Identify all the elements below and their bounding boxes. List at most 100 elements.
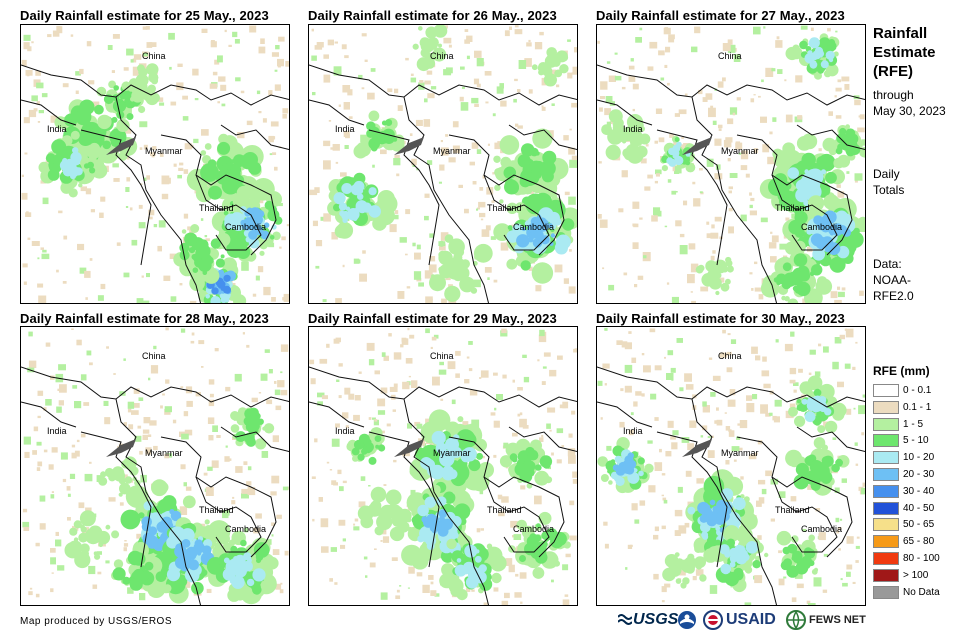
- rain-cell: [506, 258, 518, 270]
- rain-cell: [137, 64, 145, 73]
- rain-cell: [285, 61, 289, 67]
- rain-cell: [665, 451, 672, 457]
- rain-cell: [835, 147, 843, 155]
- rain-cell: [372, 164, 375, 168]
- rain-cell: [729, 389, 736, 396]
- rain-cell: [628, 76, 636, 82]
- rain-cell: [606, 445, 612, 451]
- rain-cell: [444, 234, 454, 243]
- rain-cell: [541, 435, 544, 438]
- rain-cell: [852, 366, 856, 370]
- rain-cell: [528, 39, 531, 43]
- rain-cell: [801, 394, 806, 399]
- rain-cell: [329, 578, 333, 582]
- rain-cell: [832, 361, 839, 370]
- rain-cell: [314, 45, 323, 50]
- rain-cell: [631, 503, 638, 511]
- rain-cell: [789, 367, 797, 375]
- rain-cell: [567, 72, 573, 79]
- rain-cell: [773, 277, 780, 283]
- rain-cell: [513, 534, 522, 540]
- rain-cell: [442, 465, 454, 478]
- rain-cell: [320, 216, 326, 221]
- rain-cell: [758, 497, 765, 504]
- rain-cell: [150, 365, 159, 374]
- rain-cell: [464, 379, 470, 384]
- rain-cell: [430, 346, 433, 349]
- rain-cell: [687, 443, 695, 451]
- rain-cell: [78, 532, 89, 543]
- rain-cell: [151, 479, 168, 497]
- rain-cell: [814, 71, 822, 80]
- rain-cell: [180, 386, 184, 389]
- boundary-line: [368, 129, 440, 266]
- rain-cell: [654, 365, 662, 371]
- rain-cell: [614, 52, 618, 55]
- rain-cell: [100, 471, 107, 478]
- rain-cell: [37, 121, 41, 123]
- rain-cell: [418, 282, 424, 287]
- rain-cell: [837, 381, 844, 388]
- rain-cell: [535, 151, 540, 156]
- rainfall-map-svg: [597, 25, 865, 303]
- rain-cell: [634, 519, 640, 524]
- rain-cell: [74, 450, 80, 457]
- rain-cell: [708, 357, 713, 360]
- rain-cell: [429, 233, 434, 238]
- rain-cell: [514, 592, 522, 598]
- rain-cell: [342, 85, 351, 93]
- rain-cell: [674, 530, 681, 536]
- rain-cell: [628, 331, 632, 334]
- rain-cell: [806, 228, 813, 235]
- rain-cell: [709, 585, 718, 594]
- rain-cell: [37, 390, 44, 396]
- rain-cell: [520, 601, 523, 604]
- rain-cell: [761, 79, 764, 83]
- rain-cell: [647, 440, 653, 444]
- rain-cell: [649, 41, 658, 49]
- rain-cell: [564, 594, 569, 597]
- rain-cell: [111, 70, 115, 73]
- rain-cell: [785, 114, 793, 123]
- rain-cell: [286, 224, 289, 227]
- rain-cell: [493, 587, 499, 592]
- rain-cell: [473, 243, 493, 263]
- rain-cell: [314, 438, 318, 443]
- rain-cell: [501, 328, 507, 334]
- rain-cell: [624, 385, 632, 393]
- rain-cell: [414, 252, 421, 260]
- rain-cell: [141, 522, 151, 532]
- rain-cell: [439, 516, 445, 522]
- rain-cell: [522, 460, 536, 473]
- rain-cell: [126, 113, 134, 120]
- rain-cell: [368, 485, 371, 487]
- rain-cell: [355, 200, 368, 213]
- legend-label: 80 - 100: [903, 553, 940, 564]
- rain-cell: [23, 34, 31, 41]
- rain-cell: [381, 352, 386, 357]
- rain-cell: [538, 511, 552, 525]
- rain-cell: [389, 224, 397, 233]
- rain-cell: [619, 421, 625, 428]
- rain-cell: [144, 561, 154, 571]
- rain-cell: [663, 499, 668, 504]
- rain-cell: [175, 543, 184, 552]
- rain-cell: [354, 518, 359, 522]
- rain-cell: [68, 188, 78, 198]
- rain-cell: [139, 121, 148, 128]
- rain-cell: [554, 264, 563, 273]
- rain-cell: [279, 246, 282, 249]
- rain-cell: [725, 137, 733, 143]
- rain-cell: [767, 156, 775, 165]
- rain-cell: [726, 351, 732, 356]
- rain-cell: [494, 407, 497, 411]
- rain-cell: [91, 101, 100, 108]
- rain-cell: [728, 226, 734, 234]
- rain-cell: [78, 502, 85, 509]
- rain-cell: [112, 567, 126, 581]
- rain-cell: [727, 575, 733, 581]
- rain-cell: [149, 42, 157, 47]
- rain-cell: [681, 437, 690, 443]
- rain-cell: [476, 528, 481, 533]
- rain-cell: [821, 444, 828, 451]
